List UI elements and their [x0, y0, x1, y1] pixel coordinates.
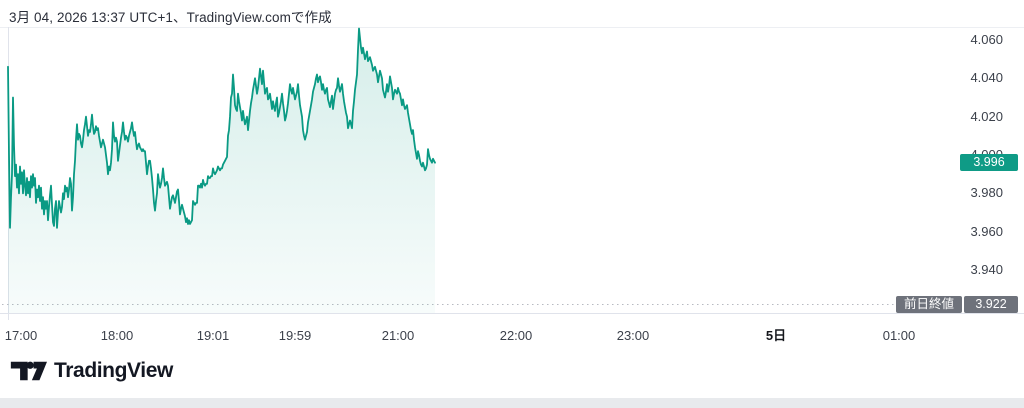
chart-attribution-title: 3月 04, 2026 13:37 UTC+1、TradingView.comで… — [9, 10, 332, 25]
price-axis-label: 3.980 — [970, 185, 1003, 201]
time-axis-label: 22:00 — [499, 328, 533, 343]
time-axis-label: 19:01 — [196, 328, 230, 343]
time-axis-label: 5日 — [765, 328, 787, 343]
prev-close-badge: 前日終値 3.922 — [895, 296, 1018, 313]
area-fill — [8, 28, 435, 313]
time-axis-label: 21:00 — [381, 328, 415, 343]
tradingview-brand-text: TradingView — [54, 359, 173, 382]
price-axis-label: 3.940 — [970, 262, 1003, 277]
tradingview-brand-link[interactable]: TradingView — [10, 358, 173, 384]
widget-bottom-strip — [0, 398, 1024, 408]
price-axis-label: 4.020 — [970, 108, 1003, 124]
time-axis-label: 01:00 — [882, 328, 916, 343]
time-axis-label: 19:59 — [278, 328, 312, 343]
last-price-badge: 3.996 — [960, 154, 1018, 172]
time-axis-label: 23:00 — [616, 328, 650, 343]
prev-close-label: 前日終値 — [895, 296, 962, 313]
price-axis-label: 3.960 — [970, 223, 1003, 239]
time-axis-label: 18:00 — [100, 328, 134, 343]
time-axis-label: 17:00 — [4, 328, 38, 343]
prev-close-value: 3.922 — [964, 296, 1018, 313]
price-axis-label: 4.040 — [970, 70, 1003, 86]
price-line — [7, 27, 436, 229]
tradingview-logo-icon — [10, 361, 47, 381]
price-axis-label: 4.060 — [970, 32, 1003, 47]
